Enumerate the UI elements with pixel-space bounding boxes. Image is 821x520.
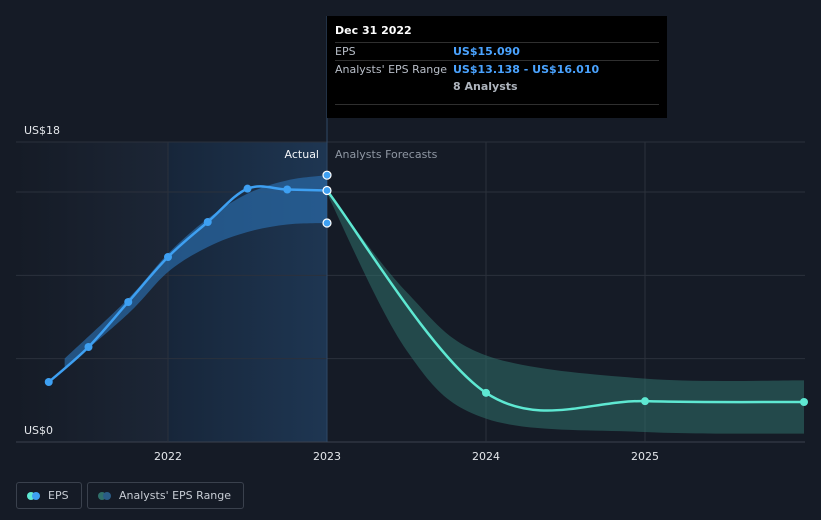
tooltip-marker (322, 218, 332, 228)
tooltip-eps-label: EPS (335, 45, 356, 58)
legend-range-swatch (98, 491, 111, 500)
eps-actual-point (203, 218, 212, 226)
eps-forecast-point (800, 398, 808, 406)
eps-actual-point (124, 298, 133, 306)
tooltip-marker (322, 185, 332, 196)
tooltip-panel: Dec 31 2022 EPS US$15.090 Analysts' EPS … (327, 16, 667, 118)
legend-range-toggle[interactable]: Analysts' EPS Range (87, 482, 245, 509)
eps-actual-point (283, 185, 292, 194)
eps-actual-point (243, 184, 252, 193)
eps-forecast-point (482, 388, 490, 397)
x-tick-label: 2024 (472, 450, 500, 463)
tooltip-range-row: Analysts' EPS Range US$13.138 - US$16.01… (335, 60, 659, 78)
x-tick-label: 2022 (154, 450, 182, 463)
legend-eps-toggle[interactable]: EPS (16, 482, 82, 509)
tooltip-range-value: US$13.138 - US$16.010 (453, 63, 600, 76)
x-tick-label: 2025 (631, 450, 659, 463)
tooltip-analysts-count: 8 Analysts (453, 80, 518, 93)
eps-actual-point (84, 343, 93, 351)
tooltip-eps-row: EPS US$15.090 (335, 42, 659, 60)
actual-region-label: Actual (285, 148, 319, 161)
tooltip-analysts-row: 8 Analysts (335, 78, 659, 95)
y-min-label: US$0 (24, 424, 53, 437)
tooltip-date: Dec 31 2022 (335, 24, 412, 37)
x-tick-label: 2023 (313, 450, 341, 463)
tooltip-marker (322, 170, 332, 180)
forecast-region-label: Analysts Forecasts (335, 148, 438, 161)
eps-forecast-line (326, 189, 805, 412)
forecast-range-band (327, 190, 804, 434)
y-max-label: US$18 (24, 124, 60, 137)
tooltip-eps-value: US$15.090 (453, 45, 520, 58)
legend-eps-label: EPS (48, 489, 69, 502)
eps-forecast-point (641, 397, 649, 406)
tooltip-divider (335, 104, 659, 105)
tooltip-range-label: Analysts' EPS Range (335, 63, 448, 76)
eps-actual-point (44, 378, 53, 386)
legend-eps-swatch (27, 491, 40, 500)
legend-range-label: Analysts' EPS Range (119, 489, 232, 502)
eps-actual-point (164, 253, 172, 261)
actual-range-band (64, 175, 328, 369)
